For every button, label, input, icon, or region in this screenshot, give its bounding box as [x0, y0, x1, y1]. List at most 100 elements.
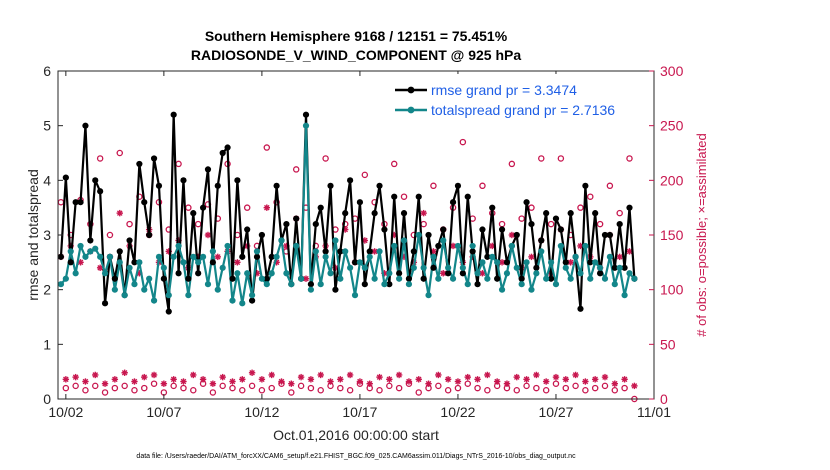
x-tick-label: 10/12: [244, 404, 279, 420]
obs-possible-marker: [111, 384, 119, 392]
series-point-rmse: [366, 248, 373, 255]
series-point-totalspread: [469, 242, 476, 250]
obs-assimilated-marker: [435, 371, 442, 379]
y-right-tick-label: 300: [660, 63, 684, 79]
x-axis: 10/02 10/07 10/12 10/17 10/22 10/27 11/01: [48, 71, 671, 420]
obs-possible-marker: [621, 384, 628, 392]
series-point-rmse: [195, 270, 202, 277]
obs-assimilated-stroke: [455, 378, 461, 385]
obs-possible-marker: [611, 387, 619, 394]
series-point-totalspread: [631, 275, 638, 282]
series-point-totalspread: [567, 275, 574, 282]
obs-assimilated-marker: [170, 376, 177, 383]
y-axis-left: 0 1 2 3 4 5 6: [43, 63, 63, 407]
series-point-totalspread: [312, 248, 319, 255]
obs-assimilated-stroke: [440, 270, 447, 277]
obs-possible-marker: [533, 384, 540, 392]
obs-assimilated-marker: [96, 264, 104, 271]
obs-possible-marker: [415, 389, 422, 396]
series-point-rmse: [582, 182, 589, 189]
obs-assimilated-marker: [572, 371, 579, 379]
obs-assimilated-stroke: [425, 380, 432, 387]
series-point-totalspread: [376, 248, 383, 255]
series-point-rmse: [111, 275, 118, 282]
obs-possible-marker: [180, 384, 187, 392]
series-point-totalspread: [415, 231, 422, 239]
obs-assimilated-stroke: [494, 378, 500, 385]
obs-assimilated-marker: [268, 371, 275, 379]
series-layer: [59, 113, 636, 313]
series-point-rmse: [430, 264, 437, 271]
series-point-rmse: [435, 242, 442, 250]
obs-assimilated-marker: [621, 376, 628, 383]
series-point-rmse: [62, 174, 69, 181]
obs-possible-marker: [582, 387, 589, 394]
series-point-rmse: [342, 210, 349, 217]
series-point-totalspread: [190, 253, 197, 260]
obs-assimilated-stroke: [234, 259, 241, 266]
series-point-rmse: [494, 275, 501, 282]
series-point-totalspread: [342, 248, 349, 255]
series-point-totalspread: [244, 270, 251, 277]
series-point-rmse: [552, 215, 560, 222]
obs-possible-marker: [106, 231, 114, 239]
series-point-rmse: [92, 177, 99, 184]
series-point-totalspread: [572, 253, 579, 260]
obs-assimilated-stroke: [611, 380, 618, 387]
series-point-rmse: [337, 248, 344, 255]
series-point-totalspread: [523, 259, 530, 266]
series-point-rmse: [592, 210, 599, 217]
obs-assimilated-stroke: [278, 378, 285, 385]
y-left-tick-label: 2: [43, 282, 51, 298]
series-point-rmse: [239, 253, 246, 260]
obs-assimilated-stroke: [219, 374, 226, 380]
series-point-totalspread: [410, 264, 417, 271]
series-point-rmse: [518, 275, 525, 282]
obs-possible-marker: [474, 384, 481, 392]
obs-assimilated-marker: [258, 376, 266, 383]
obs-assimilated-stroke: [366, 380, 373, 387]
obs-assimilated-marker: [366, 380, 373, 387]
series-point-rmse: [224, 144, 231, 151]
series-point-totalspread: [621, 292, 628, 299]
obs-possible-marker: [126, 220, 133, 228]
series-point-rmse: [410, 248, 417, 255]
y-left-tick-label: 4: [43, 172, 51, 188]
series-point-rmse: [405, 275, 413, 282]
obs-possible-marker: [292, 166, 300, 173]
y-left-tick-label: 6: [43, 63, 51, 79]
series-point-totalspread: [165, 292, 172, 299]
series-point-rmse: [596, 270, 604, 277]
obs-assimilated-marker: [562, 376, 569, 383]
obs-possible-marker: [587, 193, 594, 200]
series-point-totalspread: [626, 270, 633, 277]
obs-assimilated-marker: [493, 378, 501, 385]
y-right-tick-label: 0: [660, 391, 668, 407]
series-point-rmse: [415, 193, 422, 200]
obs-assimilated-stroke: [420, 210, 427, 216]
obs-assimilated-stroke: [474, 376, 481, 383]
series-point-rmse: [72, 199, 79, 206]
obs-possible-marker: [376, 387, 383, 394]
obs-assimilated-stroke: [151, 372, 157, 378]
series-point-totalspread: [396, 275, 403, 282]
obs-assimilated-stroke: [484, 372, 491, 378]
series-point-totalspread: [146, 275, 153, 282]
obs-possible-marker: [626, 155, 633, 162]
obs-assimilated-marker: [395, 371, 403, 379]
obs-assimilated-marker: [131, 378, 138, 385]
series-point-rmse: [268, 253, 275, 260]
series-point-totalspread: [459, 264, 466, 271]
obs-assimilated-marker: [376, 373, 383, 381]
obs-possible-marker: [523, 382, 530, 390]
series-point-totalspread: [92, 245, 99, 252]
series-point-rmse: [626, 204, 633, 211]
series-point-rmse: [185, 275, 192, 282]
obs-possible-marker: [96, 155, 104, 162]
series-markers-layer: [57, 111, 638, 315]
obs-possible-marker: [116, 149, 124, 157]
obs-assimilated-stroke: [621, 376, 628, 383]
series-point-rmse: [67, 259, 74, 266]
series-point-totalspread: [136, 259, 143, 266]
series-point-totalspread: [445, 264, 452, 271]
